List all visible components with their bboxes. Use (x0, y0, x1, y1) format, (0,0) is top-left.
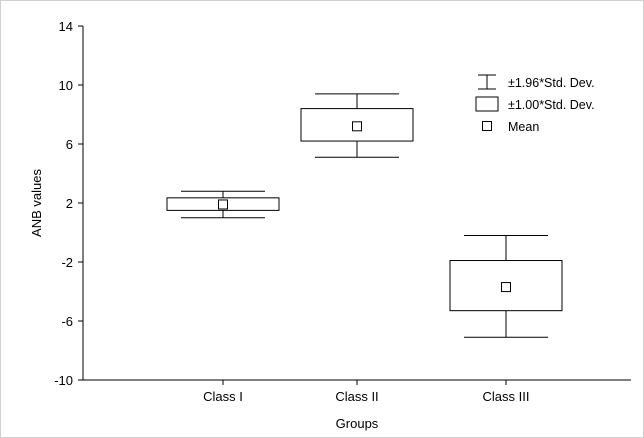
y-tick-label: 14 (59, 19, 73, 34)
y-axis-label: ANB values (29, 169, 44, 237)
legend-label: Mean (508, 120, 539, 134)
x-tick-label: Class II (335, 389, 378, 404)
chart-legend: ±1.96*Std. Dev. ±1.00*Std. Dev. Mean (475, 74, 595, 134)
mean-marker (352, 121, 362, 132)
box-group-class-i (166, 190, 280, 219)
legend-label: ±1.96*Std. Dev. (508, 76, 595, 90)
x-tick-label: Class I (203, 389, 243, 404)
y-tick-label: -10 (54, 373, 73, 388)
box-group-class-iii (449, 234, 563, 338)
x-axis-ticks: Class I Class II Class III (203, 380, 529, 404)
y-tick-label: 2 (66, 196, 73, 211)
mean-marker (501, 282, 511, 293)
y-tick-label: 6 (66, 137, 73, 152)
x-tick-label: Class III (483, 389, 530, 404)
x-axis-label: Groups (336, 416, 379, 431)
box-series (166, 93, 563, 338)
legend-label: ±1.00*Std. Dev. (508, 98, 595, 112)
mean-marker (218, 199, 228, 210)
y-tick-label: -2 (61, 255, 73, 270)
legend-mean-icon (482, 121, 492, 131)
y-axis-ticks: 14 10 6 2 -2 -6 -10 (54, 19, 83, 388)
legend-box-icon (475, 96, 499, 112)
y-tick-label: 10 (59, 78, 73, 93)
y-tick-label: -6 (61, 314, 73, 329)
box-group-class-ii (300, 93, 414, 158)
